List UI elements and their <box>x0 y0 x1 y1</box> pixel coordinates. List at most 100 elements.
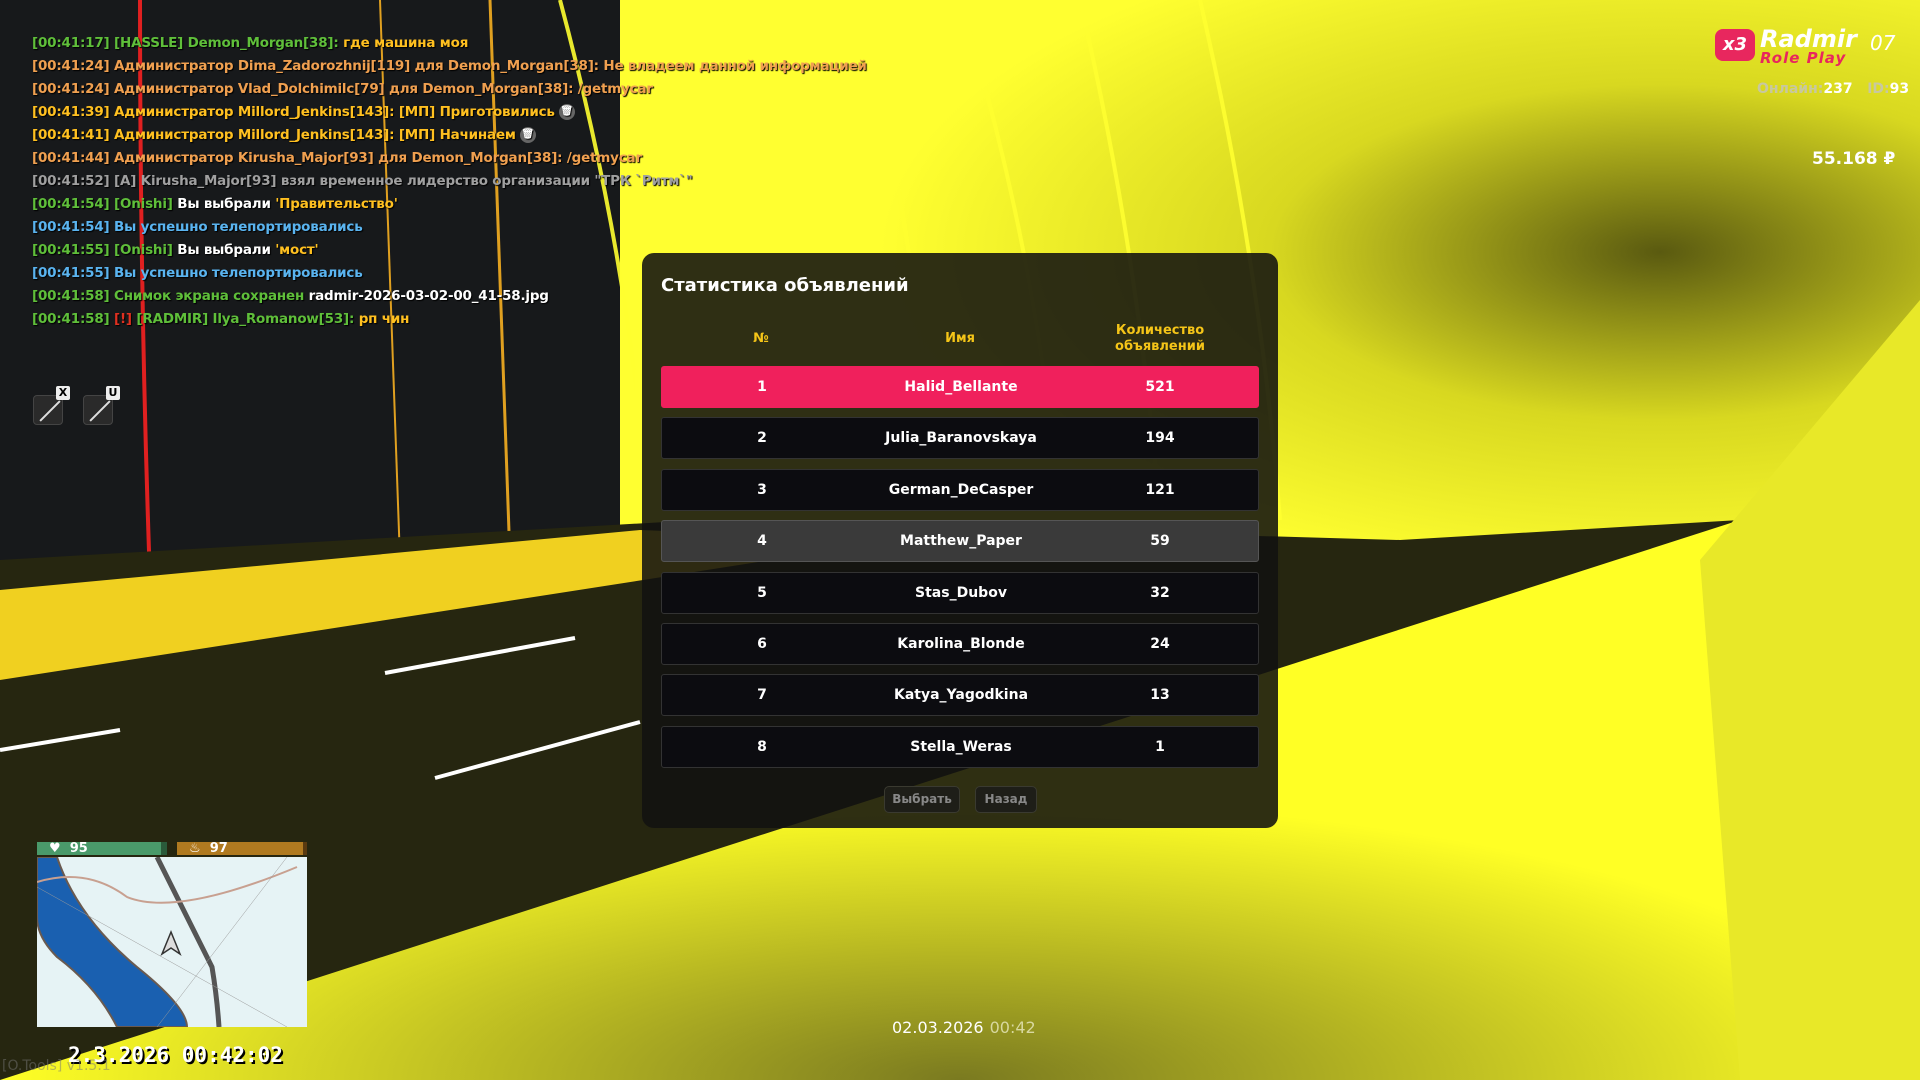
count-cell: 194 <box>1145 430 1175 447</box>
online-info: Онлайн:237 ID:93 <box>1757 81 1909 97</box>
hunger-value: 97 <box>209 841 228 856</box>
count-cell: 24 <box>1150 635 1170 652</box>
ruble-icon: ₽ <box>1883 149 1896 169</box>
name-cell: Halid_Bellante <box>904 379 1018 395</box>
count-cell: 521 <box>1145 379 1175 395</box>
count-cell: 121 <box>1145 481 1175 498</box>
online-count: 237 <box>1823 81 1853 97</box>
server-number: 07 <box>1870 31 1896 55</box>
back-button[interactable]: Назад <box>975 786 1037 813</box>
chat-line: [00:41:44] Администратор Kirusha_Major[9… <box>32 147 867 170</box>
trash-icon: 🗑 <box>519 127 536 143</box>
count-cell: 13 <box>1150 687 1170 704</box>
chat-segment: [00:41:58] Снимок экрана сохранен <box>32 288 309 304</box>
heart-icon: ♥ <box>49 841 61 856</box>
table-row[interactable]: 4 Matthew_Paper 59 <box>661 520 1259 563</box>
bottom-time: 00:42 <box>989 1018 1036 1037</box>
id-label: ID: <box>1867 81 1890 97</box>
player-id: 93 <box>1889 81 1910 97</box>
chat-line: [00:41:24] Администратор Dima_Zadorozhni… <box>32 55 867 78</box>
chat-segment: [00:41:58] <box>32 311 114 327</box>
table-row[interactable]: 8 Stella_Weras 1 <box>661 725 1259 768</box>
chat-segment: [00:41:17] [HASSLE] Demon_Morgan[38]: <box>32 35 344 51</box>
trash-icon: 🗑 <box>558 104 575 120</box>
name-cell: Karolina_Blonde <box>897 635 1025 652</box>
header-ad-count: Количество объявлений <box>1115 323 1205 354</box>
name-cell: Matthew_Paper <box>900 533 1022 550</box>
count-cell: 1 <box>1155 738 1165 755</box>
chat-line: [00:41:54] [Onishi] Вы выбрали 'Правител… <box>32 193 867 216</box>
rank-cell: 8 <box>757 738 767 755</box>
rank-cell: 1 <box>757 379 767 395</box>
rank-cell: 2 <box>757 430 767 447</box>
microphone-muted-icon: X <box>33 386 70 425</box>
chat-segment: [00:41:39] Администратор Millord_Jenkins… <box>32 104 555 120</box>
minimap <box>37 857 307 1027</box>
chat-segment: Вы выбрали <box>177 242 276 258</box>
chat-line: [00:41:52] [A] Kirusha_Major[93] взял вр… <box>32 170 867 193</box>
name-cell: Stella_Weras <box>910 738 1012 755</box>
chat-line: [00:41:41] Администратор Millord_Jenkins… <box>32 124 867 147</box>
table-row[interactable]: 7 Katya_Yagodkina 13 <box>661 674 1259 717</box>
health-stat: ♥ 95 <box>37 842 88 855</box>
bottom-datetime: 02.03.2026 00:42 <box>892 1018 1036 1037</box>
table-row[interactable]: 1 Halid_Bellante 521 <box>661 366 1259 408</box>
server-logo: x3 Radmir Role Play 07 <box>1715 25 1915 75</box>
rank-cell: 5 <box>757 584 767 601</box>
health-value: 95 <box>69 841 88 856</box>
table-row[interactable]: 2 Julia_Baranovskaya 194 <box>661 417 1259 460</box>
player-arrow-icon <box>160 930 182 956</box>
chat-segment: где машина моя <box>343 35 469 51</box>
chat-line: [00:41:39] Администратор Millord_Jenkins… <box>32 101 867 124</box>
select-button[interactable]: Выбрать <box>884 786 960 813</box>
count-cell: 32 <box>1150 584 1170 601</box>
chat-segment: 'мост' <box>275 242 319 258</box>
header-number: № <box>753 331 769 346</box>
chat-segment: [00:41:24] Администратор Vlad_Dolchimilc… <box>32 81 653 97</box>
rank-cell: 3 <box>757 481 767 498</box>
rank-cell: 4 <box>757 533 767 550</box>
ads-statistics-dialog: Статистика объявлений № Имя Количество о… <box>642 253 1278 828</box>
chat-line: [00:41:54] Вы успешно телепортировались <box>32 216 867 239</box>
speaker-muted-icon: U <box>83 386 120 425</box>
chat-segment: 'Правительство' <box>275 196 398 212</box>
hotkey-label: X <box>56 386 70 400</box>
game-clock: 2.3.2026 00:42:02 <box>68 1043 283 1067</box>
money-display: 55.168 ₽ <box>1812 149 1895 169</box>
chat-line: [00:41:58] [!] [RADMIR] Ilya_Romanow[53]… <box>32 308 867 331</box>
hotkey-label: U <box>106 386 120 400</box>
health-bar <box>37 842 167 855</box>
name-cell: Katya_Yagodkina <box>893 687 1029 704</box>
chat-segment: [00:41:55] Вы успешно телепортировались <box>32 265 363 281</box>
chat-line: [00:41:55] [Onishi] Вы выбрали 'мост' <box>32 239 867 262</box>
hunger-bar <box>177 842 307 855</box>
money-amount: 55.168 <box>1812 149 1878 169</box>
chat-segment: [00:41:24] Администратор Dima_Zadorozhni… <box>32 58 867 74</box>
chat-segment: [!] <box>114 311 132 327</box>
chat-segment: [00:41:41] Администратор Millord_Jenkins… <box>32 127 516 143</box>
name-cell: German_DeCasper <box>888 481 1034 498</box>
table-row[interactable]: 5 Stas_Dubov 32 <box>661 571 1259 614</box>
chat-segment: [RADMIR] Ilya_Romanow[53]: <box>131 311 359 327</box>
chat-line: [00:41:24] Администратор Vlad_Dolchimilc… <box>32 78 867 101</box>
rank-cell: 6 <box>757 635 767 652</box>
brand-name: Radmir <box>1760 25 1857 53</box>
chat-segment: radmir-2026-03-02-00_41-58.jpg <box>308 288 549 304</box>
table-row[interactable]: 3 German_DeCasper 121 <box>661 468 1259 511</box>
chat-line: [00:41:17] [HASSLE] Demon_Morgan[38]: гд… <box>32 32 867 55</box>
rank-cell: 7 <box>757 687 767 704</box>
chat-line: [00:41:55] Вы успешно телепортировались <box>32 262 867 285</box>
chat-log: [00:41:17] [HASSLE] Demon_Morgan[38]: гд… <box>32 32 867 331</box>
online-label: Онлайн: <box>1757 81 1824 97</box>
chat-segment: [00:41:54] Вы успешно телепортировались <box>32 219 363 235</box>
hunger-stat: ♨ 97 <box>177 842 228 855</box>
count-cell: 59 <box>1150 533 1170 550</box>
chat-segment: [00:41:54] [Onishi] <box>32 196 178 212</box>
name-cell: Julia_Baranovskaya <box>885 430 1037 447</box>
brand-subtitle: Role Play <box>1760 49 1847 67</box>
table-row[interactable]: 6 Karolina_Blonde 24 <box>661 622 1259 665</box>
bottom-date: 02.03.2026 <box>892 1018 984 1037</box>
chat-segment: [00:41:44] Администратор Kirusha_Major[9… <box>32 150 642 166</box>
header-name: Имя <box>945 331 975 346</box>
chat-segment: [00:41:52] [A] Kirusha_Major[93] взял вр… <box>32 173 693 189</box>
